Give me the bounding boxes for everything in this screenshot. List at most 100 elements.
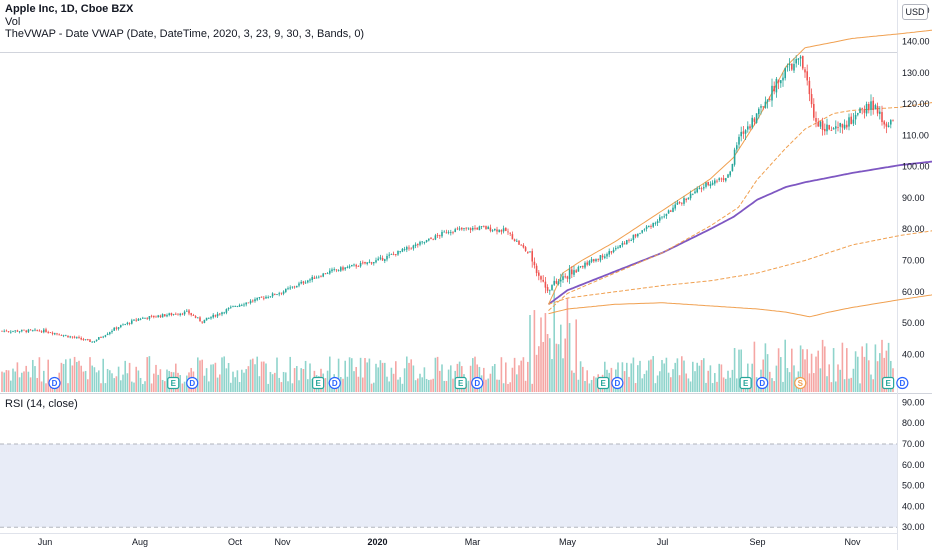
price-tick-label: 100.00	[902, 162, 930, 172]
volume-bar	[300, 368, 302, 392]
event-marker-shape	[48, 376, 61, 390]
volume-bar	[271, 374, 274, 392]
volume-bar	[579, 361, 582, 392]
volume-bar	[883, 357, 885, 392]
volume-bar	[115, 376, 118, 392]
candle-body	[21, 329, 23, 332]
candle-body	[221, 312, 223, 315]
event-marker-earnings[interactable]: E	[167, 376, 180, 390]
candle-body	[637, 233, 639, 237]
event-marker-dividend[interactable]: D	[896, 376, 909, 390]
time-tick-label: Jun	[38, 537, 53, 547]
rsi-legend[interactable]: RSI (14, close)	[5, 398, 78, 410]
candle-body	[436, 235, 439, 236]
volume-bar	[771, 378, 773, 392]
volume-bar	[753, 341, 756, 392]
event-marker-dividend[interactable]: D	[328, 376, 341, 390]
event-marker-dividend[interactable]: D	[186, 376, 199, 390]
volume-bar	[870, 374, 872, 392]
candle-body	[379, 257, 382, 259]
candle-body	[487, 226, 489, 230]
event-marker-earnings[interactable]: E	[882, 376, 895, 390]
currency-badge[interactable]: USD	[902, 4, 928, 20]
event-marker-dividend[interactable]: D	[756, 376, 769, 390]
volume-legend[interactable]: Vol	[5, 16, 21, 28]
price-axis[interactable]: 40.00 50.00 60.00 70.00 80.00 90.00 100.00 110.…	[902, 5, 930, 359]
candle-body	[78, 337, 80, 339]
candle-body	[815, 118, 817, 122]
volume-bar	[863, 356, 866, 392]
volume-bar	[819, 368, 822, 392]
volume-bar	[808, 373, 811, 392]
event-marker-split[interactable]: S	[794, 376, 807, 390]
volume-bar	[285, 372, 287, 392]
candle-body	[16, 330, 19, 332]
candle-body	[373, 261, 375, 264]
event-marker-dividend[interactable]: D	[471, 376, 484, 390]
candle-body	[454, 229, 456, 232]
candle-body	[315, 277, 318, 279]
volume-bar	[205, 368, 208, 392]
candle-body	[474, 227, 476, 229]
candle-body	[392, 253, 395, 255]
volume-bar	[487, 378, 489, 392]
volume-bar	[384, 362, 386, 392]
volume-bar	[348, 357, 351, 392]
candle-body	[531, 251, 533, 262]
candle-body	[874, 105, 877, 110]
candle-body	[87, 339, 89, 340]
volume-bar	[124, 360, 126, 392]
event-marker-earnings[interactable]: E	[739, 376, 752, 390]
volume-bar	[71, 365, 74, 392]
candle-body	[747, 126, 749, 130]
candle-body	[819, 121, 822, 127]
volume-bar	[166, 369, 168, 392]
candle-body	[612, 249, 615, 253]
candle-body	[628, 239, 630, 241]
volume-bar	[674, 362, 676, 392]
volume-bar	[645, 370, 648, 392]
volume-bar	[445, 380, 448, 392]
candle-body	[172, 314, 175, 315]
volume-bar	[628, 376, 630, 392]
time-axis[interactable]: Jun Aug Oct Nov 2020 Mar May Jul Sep Nov	[38, 537, 861, 547]
candle-body	[791, 63, 793, 70]
candle-body	[234, 306, 236, 307]
candle-body	[260, 296, 263, 298]
volume-bar	[12, 368, 14, 392]
candle-body	[179, 313, 181, 316]
candle-body	[465, 227, 467, 229]
event-marker-earnings[interactable]: E	[597, 376, 610, 390]
volume-bar	[208, 381, 210, 392]
candle-body	[518, 240, 520, 245]
event-marker-dividend[interactable]: D	[48, 376, 61, 390]
vwap-legend[interactable]: TheVWAP - Date VWAP (Date, DateTime, 202…	[5, 28, 365, 40]
candle-body	[267, 297, 269, 298]
volume-bar	[379, 360, 382, 392]
volume-bar	[370, 383, 373, 392]
candle-body	[758, 108, 760, 115]
candle-body	[186, 310, 188, 312]
volume-bar	[346, 376, 349, 392]
candle-body	[630, 240, 632, 241]
candle-body	[584, 262, 586, 268]
volume-bar	[626, 362, 628, 392]
candle-body	[595, 259, 597, 262]
event-marker-earnings[interactable]: E	[312, 376, 325, 390]
candle-body	[661, 216, 663, 218]
candle-body	[106, 333, 109, 336]
candle-body	[828, 125, 830, 130]
candle-body	[868, 104, 870, 111]
candle-body	[23, 329, 25, 331]
candle-body	[782, 77, 784, 81]
event-marker-earnings[interactable]: E	[454, 376, 467, 390]
event-marker-dividend[interactable]: D	[611, 376, 624, 390]
volume-bar	[516, 374, 518, 392]
volume-bar	[821, 339, 824, 392]
candle-body	[144, 317, 146, 319]
volume-bar	[82, 371, 85, 392]
candle-body	[485, 226, 487, 230]
candle-body	[34, 329, 36, 331]
volume-bar	[531, 383, 533, 392]
